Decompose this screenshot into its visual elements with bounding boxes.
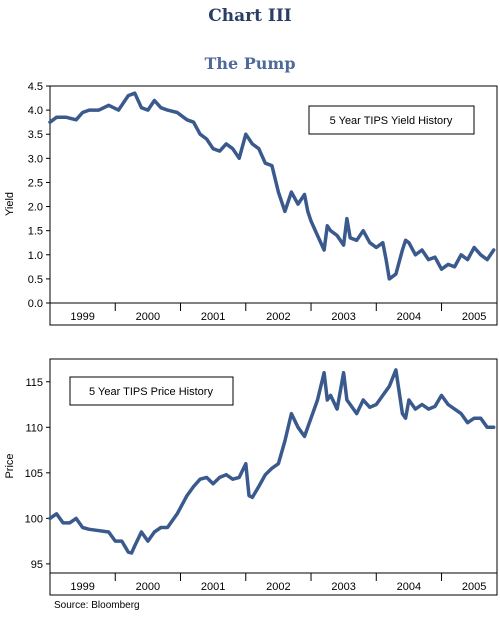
price-legend-box [69, 376, 234, 406]
price-x-axis-band [49, 572, 498, 596]
yield-x-tick-label: 2002 [266, 311, 290, 323]
price-legend: 5 Year TIPS Price History [69, 376, 234, 406]
yield-chart: 0.0 0.5 1.0 1.5 2.0 2.5 3.0 3.5 4.0 4.5 1999 2000 2… [4, 81, 498, 326]
yield-x-tick-label: 2004 [397, 311, 421, 323]
yield-y-tick-label: 3.5 [28, 129, 43, 141]
yield-x-axis-band [49, 302, 498, 326]
yield-legend-label: 5 Year TIPS Yield History [330, 115, 453, 127]
price-y-tick-label: 100 [25, 513, 43, 525]
yield-y-tick-label: 2.0 [28, 202, 43, 214]
yield-y-tick-label: 3.0 [28, 153, 43, 165]
page-subtitle: The Pump [204, 54, 296, 73]
price-chart: 95 100 105 110 115 1999 2000 2001 2002 2003 2004 2… [4, 358, 498, 596]
price-x-tick-label: 2000 [136, 581, 160, 593]
price-x-tick-label: 2005 [462, 581, 486, 593]
price-series-line [48, 368, 496, 555]
yield-x-tick-label: 2000 [136, 311, 160, 323]
price-x-tick-label: 2002 [266, 581, 290, 593]
price-x-tick-label: 2001 [201, 581, 225, 593]
yield-y-tick-label: 1.0 [28, 250, 43, 262]
price-y-tick-label: 110 [25, 422, 43, 434]
price-axis-title: Price [4, 453, 16, 478]
price-y-tick-label: 115 [25, 377, 43, 389]
yield-y-tick-label: 4.0 [28, 105, 43, 117]
yield-y-tick-label: 2.5 [28, 177, 43, 189]
yield-series-line [48, 91, 496, 281]
yield-y-tick-label: 4.5 [28, 81, 43, 93]
yield-x-tick-label: 2001 [201, 311, 225, 323]
yield-x-tick-label: 1999 [70, 311, 94, 323]
yield-y-tick-label: 1.5 [28, 226, 43, 238]
yield-y-tick-label: 0.0 [28, 298, 43, 310]
yield-x-tick-label: 2003 [331, 311, 355, 323]
price-y-tick-label: 105 [25, 468, 43, 480]
price-x-tick-label: 1999 [70, 581, 94, 593]
price-y-tick-label: 95 [31, 559, 43, 571]
page-title: Chart III [208, 6, 292, 26]
price-x-tick-label: 2004 [397, 581, 421, 593]
price-legend-label: 5 Year TIPS Price History [89, 386, 213, 398]
yield-x-tick-label: 2005 [462, 311, 486, 323]
yield-legend-box [308, 105, 475, 135]
yield-axis-title: Yield [4, 192, 16, 216]
source-note: Source: Bloomberg [54, 600, 140, 611]
yield-legend: 5 Year TIPS Yield History [308, 105, 475, 135]
price-x-tick-label: 2003 [331, 581, 355, 593]
yield-y-tick-label: 0.5 [28, 274, 43, 286]
